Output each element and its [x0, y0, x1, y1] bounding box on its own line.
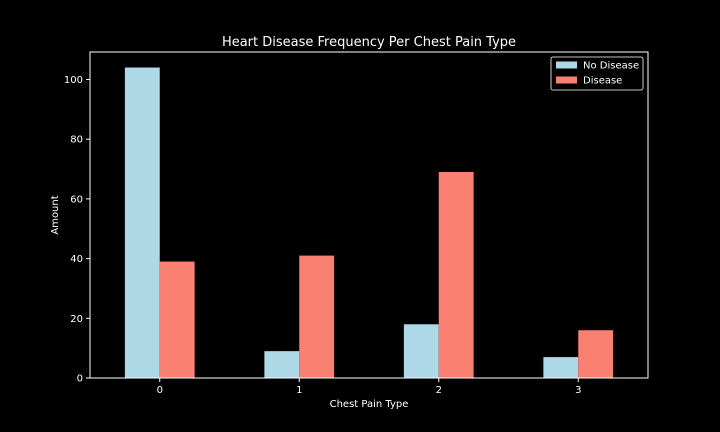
x-axis: 0 1 2 3 — [157, 378, 581, 396]
x-tick-label: 2 — [436, 385, 442, 396]
y-tick-label: 60 — [70, 194, 83, 205]
legend-label: No Disease — [583, 61, 639, 72]
y-tick-label: 0 — [77, 374, 83, 385]
bar-disease-0 — [159, 261, 195, 378]
plot-frame — [89, 51, 649, 379]
chart-title: Heart Disease Frequency Per Chest Pain T… — [222, 35, 516, 50]
bar-disease-3 — [578, 330, 614, 378]
bar-no-disease-2 — [403, 324, 439, 378]
bar-no-disease-0 — [124, 67, 160, 379]
x-tick-label: 1 — [296, 385, 302, 396]
y-tick-label: 100 — [64, 75, 83, 86]
y-tick-label: 80 — [70, 135, 83, 146]
y-axis: 0 20 40 60 80 100 — [64, 75, 90, 385]
legend: No Disease Disease — [550, 56, 644, 91]
bar-no-disease-3 — [543, 357, 579, 378]
bar-disease-2 — [438, 172, 474, 378]
y-tick-label: 40 — [70, 254, 83, 265]
bar-no-disease-1 — [264, 351, 300, 378]
x-tick-label: 3 — [575, 385, 581, 396]
legend-swatch — [556, 76, 577, 84]
x-axis-label: Chest Pain Type — [330, 399, 409, 410]
legend-swatch — [556, 61, 577, 69]
bars-group — [124, 67, 614, 379]
y-axis-label: Amount — [50, 195, 61, 234]
x-tick-label: 0 — [157, 385, 163, 396]
y-tick-label: 20 — [70, 314, 83, 325]
bar-disease-1 — [299, 255, 335, 378]
legend-label: Disease — [583, 76, 622, 87]
